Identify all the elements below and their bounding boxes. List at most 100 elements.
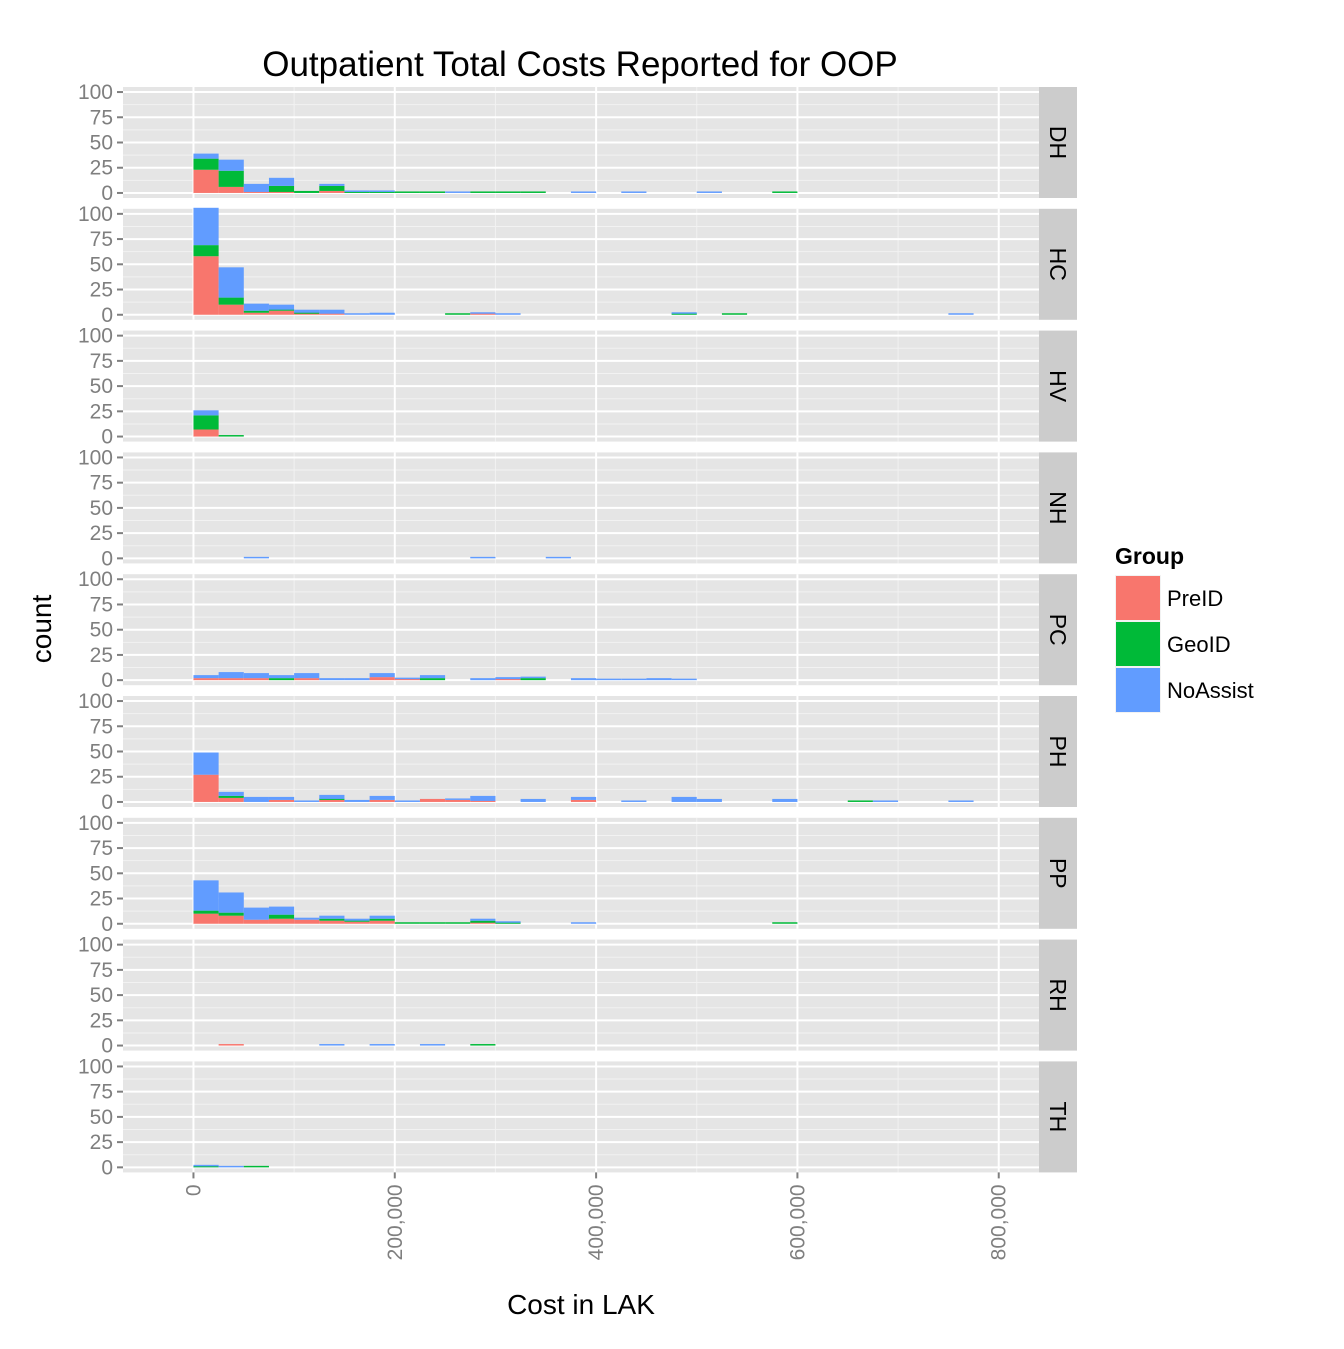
x-tick-label: 800,000 bbox=[988, 1184, 1011, 1260]
y-tick-label: 100 bbox=[78, 325, 113, 348]
histogram-bar-geoid bbox=[344, 191, 370, 193]
y-tick-label: 100 bbox=[78, 568, 113, 591]
histogram-bar-noassist bbox=[218, 791, 244, 796]
histogram-bar-noassist bbox=[193, 752, 219, 775]
histogram-bar-noassist bbox=[570, 922, 597, 924]
histogram-bar-geoid bbox=[218, 170, 244, 187]
histogram-bar-noassist bbox=[369, 915, 395, 919]
legend-label-geoid: GeoID bbox=[1167, 632, 1231, 657]
histogram-bar-noassist bbox=[193, 880, 219, 911]
histogram-bar-noassist bbox=[243, 796, 269, 802]
histogram-bar-preid bbox=[570, 799, 597, 802]
histogram-bar-geoid bbox=[470, 920, 496, 923]
histogram-bar-geoid bbox=[319, 798, 345, 800]
y-tick-label: 50 bbox=[90, 253, 113, 276]
histogram-bar-geoid bbox=[344, 920, 370, 922]
histogram-bar-noassist bbox=[344, 918, 370, 921]
histogram-bar-geoid bbox=[243, 310, 269, 313]
histogram-bar-noassist bbox=[369, 673, 395, 678]
histogram-bar-preid bbox=[268, 191, 295, 193]
histogram-bar-noassist bbox=[621, 800, 647, 802]
y-tick-label: 100 bbox=[78, 203, 113, 226]
histogram-bar-preid bbox=[344, 921, 370, 924]
histogram-bar-preid bbox=[319, 313, 345, 315]
histogram-bar-noassist bbox=[218, 1165, 244, 1168]
histogram-bar-geoid bbox=[394, 191, 420, 193]
y-tick-label: 75 bbox=[90, 472, 113, 495]
histogram-bar-geoid bbox=[193, 245, 219, 257]
histogram-bar-geoid bbox=[495, 191, 521, 193]
facet-strip bbox=[1039, 574, 1077, 686]
histogram-bar-geoid bbox=[419, 922, 446, 924]
histogram-bar-noassist bbox=[495, 313, 521, 315]
y-tick-label: 75 bbox=[90, 1081, 113, 1104]
histogram-bar-noassist bbox=[369, 795, 395, 800]
histogram-bar-noassist bbox=[268, 177, 295, 186]
histogram-bar-noassist bbox=[294, 673, 320, 679]
histogram-bar-noassist bbox=[696, 191, 722, 193]
y-tick-label: 75 bbox=[90, 837, 113, 860]
histogram-bar-geoid bbox=[218, 435, 244, 437]
y-tick-label: 0 bbox=[101, 913, 113, 936]
histogram-bar-geoid bbox=[243, 1165, 269, 1168]
histogram-bar-noassist bbox=[344, 678, 370, 681]
y-tick-label: 0 bbox=[101, 304, 113, 327]
histogram-bar-preid bbox=[369, 920, 395, 924]
y-tick-label: 25 bbox=[90, 522, 113, 545]
facet-strip-label: HV bbox=[1045, 370, 1071, 403]
histogram-bar-noassist bbox=[394, 800, 420, 802]
y-tick-label: 100 bbox=[78, 446, 113, 469]
histogram-bar-noassist bbox=[646, 678, 672, 681]
histogram-bar-geoid bbox=[721, 313, 748, 315]
histogram-bar-noassist bbox=[772, 798, 798, 802]
histogram-bar-noassist bbox=[948, 313, 974, 315]
histogram-bar-noassist bbox=[243, 673, 269, 679]
histogram-bar-preid bbox=[470, 313, 496, 315]
histogram-bar-noassist bbox=[218, 267, 244, 298]
histogram-bar-geoid bbox=[193, 1165, 219, 1168]
histogram-bar-geoid bbox=[495, 922, 521, 924]
y-tick-label: 50 bbox=[90, 497, 113, 520]
histogram-bar-geoid bbox=[671, 313, 697, 315]
histogram-bar-geoid bbox=[218, 297, 244, 305]
histogram-bar-noassist bbox=[344, 313, 370, 315]
histogram-bar-preid bbox=[243, 678, 269, 681]
histogram-bar-preid bbox=[319, 799, 345, 802]
y-tick-label: 25 bbox=[90, 157, 113, 180]
histogram-bar-preid bbox=[218, 1044, 244, 1046]
histogram-bar-noassist bbox=[193, 675, 219, 679]
histogram-bar-noassist bbox=[218, 892, 244, 913]
legend-label-preid: PreID bbox=[1167, 586, 1223, 611]
histogram-bar-geoid bbox=[470, 191, 496, 193]
histogram-bar-preid bbox=[243, 312, 269, 315]
histogram-bar-noassist bbox=[319, 309, 345, 314]
facet-strip-label: TH bbox=[1045, 1102, 1071, 1133]
histogram-bar-noassist bbox=[445, 798, 471, 800]
facet-strip-label: PH bbox=[1045, 736, 1071, 768]
histogram-bar-noassist bbox=[193, 1164, 219, 1167]
histogram-bar-preid bbox=[470, 922, 496, 924]
histogram-bar-noassist bbox=[495, 921, 521, 923]
legend-swatch-geoid bbox=[1116, 622, 1160, 666]
histogram-bar-noassist bbox=[570, 678, 597, 681]
facet-strip bbox=[1039, 330, 1077, 442]
histogram-bar-preid bbox=[319, 190, 345, 193]
histogram-bar-geoid bbox=[268, 185, 295, 192]
histogram-bar-geoid bbox=[369, 191, 395, 193]
histogram-bar-noassist bbox=[193, 153, 219, 159]
facet-strip bbox=[1039, 452, 1077, 564]
y-tick-label: 25 bbox=[90, 279, 113, 302]
histogram-bar-noassist bbox=[470, 918, 496, 921]
histogram-bar-preid bbox=[470, 800, 496, 802]
histogram-bar-preid bbox=[294, 919, 320, 924]
histogram-bar-noassist bbox=[671, 796, 697, 802]
histogram-bar-geoid bbox=[294, 312, 320, 314]
facet-strip bbox=[1039, 87, 1077, 198]
y-tick-label: 0 bbox=[101, 669, 113, 692]
histogram-bar-noassist bbox=[495, 677, 521, 680]
histogram-bar-preid bbox=[218, 304, 244, 315]
y-tick-label: 50 bbox=[90, 741, 113, 764]
